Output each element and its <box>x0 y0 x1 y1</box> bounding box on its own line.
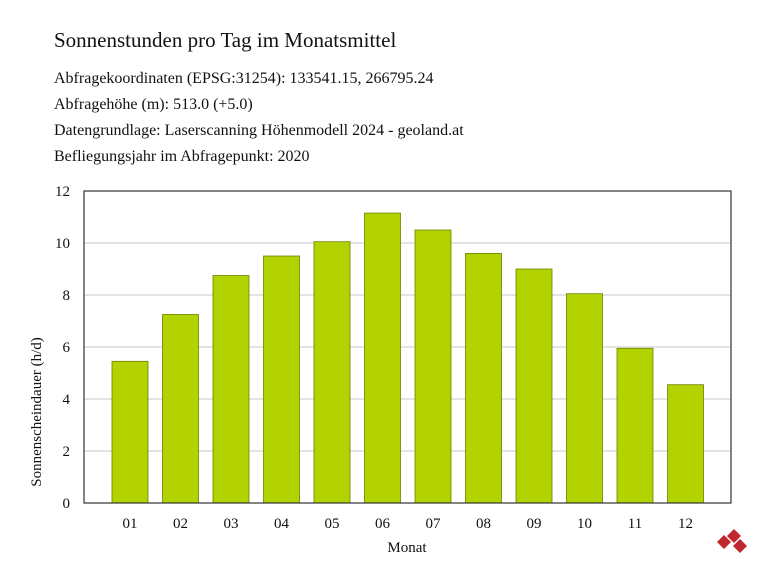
bar-07 <box>414 229 452 504</box>
x-tick-label: 02 <box>173 516 188 532</box>
query-info: Abfragekoordinaten (EPSG:31254): 133541.… <box>54 66 464 170</box>
x-tick-label: 12 <box>678 516 693 532</box>
bar-04 <box>263 255 300 504</box>
x-tick-label: 07 <box>426 516 442 532</box>
survey-year: Befliegungsjahr im Abfragepunkt: 2020 <box>54 148 310 165</box>
x-tick-labels: 01 02 03 04 05 06 07 08 09 10 11 12 <box>123 516 694 532</box>
bar-06 <box>364 212 401 504</box>
y-tick-label: 12 <box>55 184 70 200</box>
query-height: Abfragehöhe (m): 513.0 (+5.0) <box>54 96 253 113</box>
y-axis-label: Sonnenscheindauer (h/d) <box>29 337 45 487</box>
chart-title: Sonnenstunden pro Tag im Monatsmittel <box>54 28 397 52</box>
bar-05 <box>313 241 351 504</box>
y-tick-label: 8 <box>63 288 71 304</box>
y-tick-label: 6 <box>63 340 71 356</box>
x-tick-label: 04 <box>274 516 290 532</box>
plot-frame <box>83 190 732 504</box>
x-tick-label: 09 <box>527 516 542 532</box>
x-tick-label: 11 <box>628 516 642 532</box>
x-tick-label: 03 <box>224 516 239 532</box>
x-axis-label: Monat <box>387 540 427 556</box>
bar-10 <box>566 293 603 504</box>
bar-11 <box>616 347 654 504</box>
bar-01 <box>111 360 149 504</box>
x-tick-label: 08 <box>476 516 491 532</box>
bar-02 <box>162 314 199 504</box>
bar-03 <box>212 275 250 504</box>
x-tick-label: 10 <box>577 516 592 532</box>
x-tick-label: 01 <box>123 516 138 532</box>
stacked-cubes-logo-icon <box>717 529 747 553</box>
bars <box>111 212 704 504</box>
data-source: Datengrundlage: Laserscanning Höhenmodel… <box>54 122 464 139</box>
x-tick-label: 05 <box>325 516 340 532</box>
y-tick-label: 10 <box>55 236 70 252</box>
y-tick-label: 4 <box>63 392 71 408</box>
bar-08 <box>465 252 502 504</box>
query-coordinates: Abfragekoordinaten (EPSG:31254): 133541.… <box>54 70 434 87</box>
x-tick-label: 06 <box>375 516 391 532</box>
y-tick-label: 0 <box>63 496 71 512</box>
y-tick-label: 2 <box>63 444 71 460</box>
y-tick-labels: 0 2 4 6 8 10 12 <box>55 184 71 512</box>
bar-09 <box>515 268 553 504</box>
bar-12 <box>667 384 704 504</box>
